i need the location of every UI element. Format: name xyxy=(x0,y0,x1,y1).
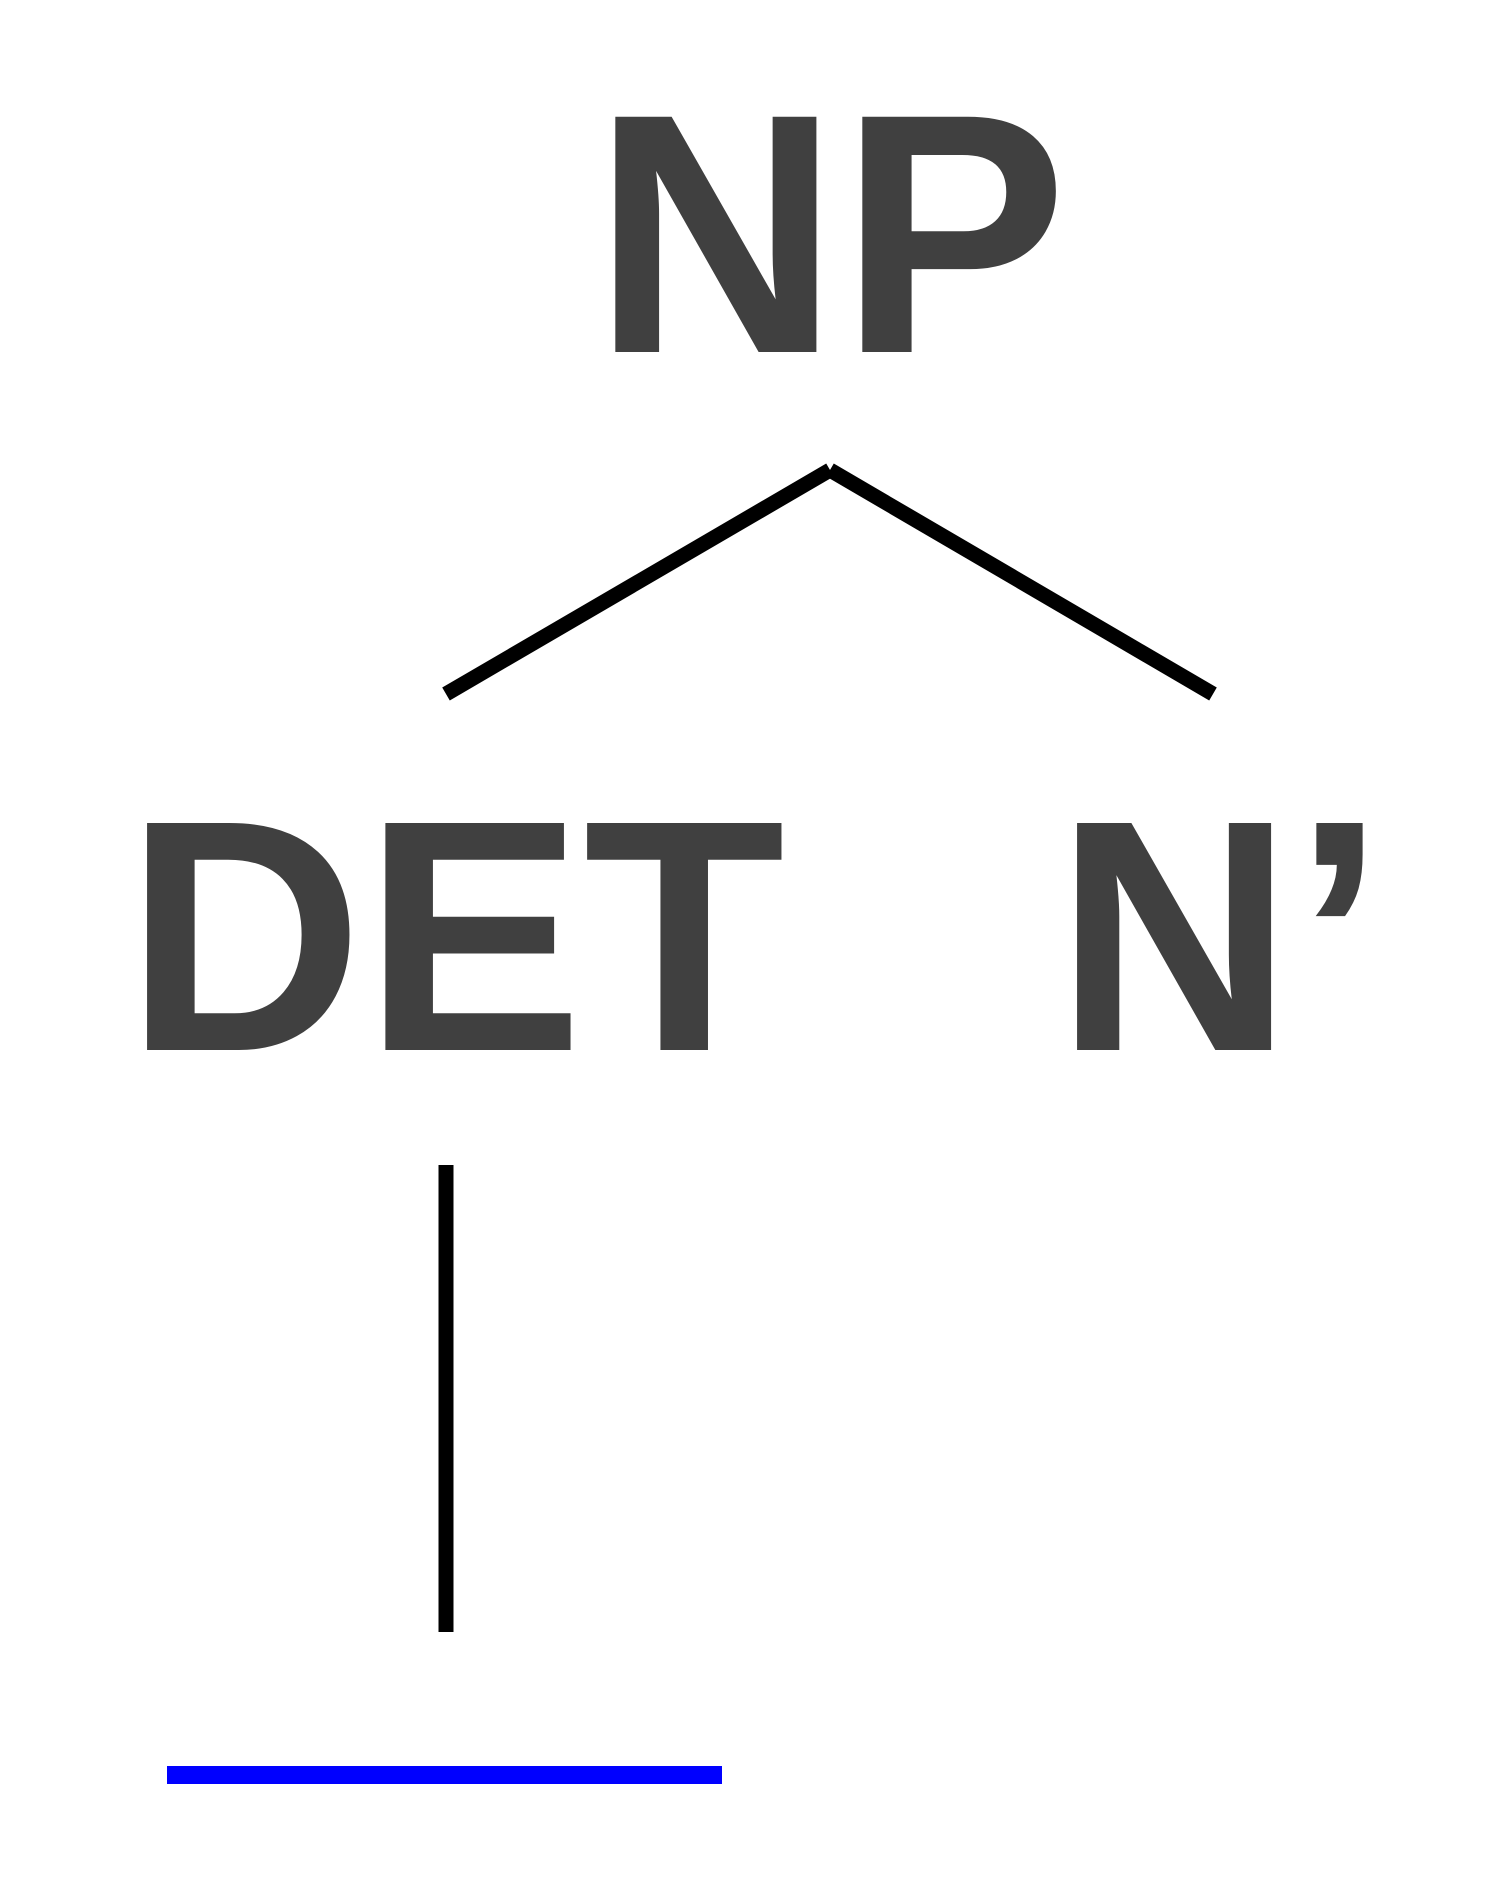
node-det: DET xyxy=(125,751,785,1120)
edge-np-det xyxy=(442,463,834,701)
node-n-bar: N’ xyxy=(1055,751,1385,1120)
edge-np-nbar xyxy=(826,463,1217,701)
node-np: NP xyxy=(592,43,1067,425)
